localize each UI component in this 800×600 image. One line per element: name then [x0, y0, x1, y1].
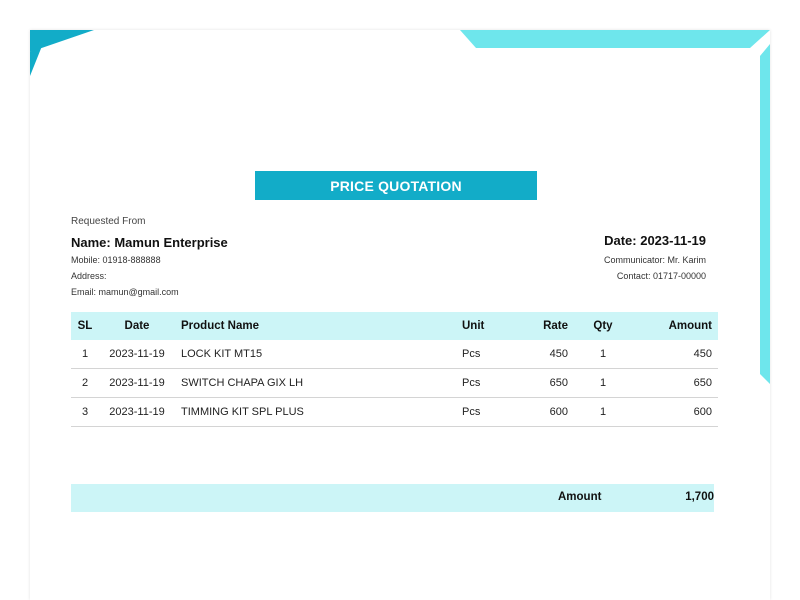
cell-unit: Pcs [456, 397, 516, 427]
quotation-date: Date: 2023-11-19 [604, 233, 706, 248]
cell-amount: 600 [632, 397, 718, 427]
customer-address: Address: [71, 271, 107, 281]
cell-product-name: SWITCH CHAPA GIX LH [175, 368, 456, 398]
cell-product-name: TIMMING KIT SPL PLUS [175, 397, 456, 427]
cell-rate: 650 [516, 368, 574, 398]
customer-email: Email: mamun@gmail.com [71, 287, 179, 297]
cell-unit: Pcs [456, 340, 516, 369]
top-left-corner-decoration [30, 30, 94, 76]
items-table: SL Date Product Name Unit Rate Qty Amoun… [71, 312, 718, 427]
cell-qty: 1 [574, 340, 632, 369]
cell-qty: 1 [574, 397, 632, 427]
header-sl: SL [71, 312, 99, 340]
cell-date: 2023-11-19 [99, 340, 175, 369]
top-right-banner-decoration [460, 30, 770, 48]
cell-product-name: LOCK KIT MT15 [175, 340, 456, 369]
header-date: Date [99, 312, 175, 340]
table-row: 2 2023-11-19 SWITCH CHAPA GIX LH Pcs 650… [71, 368, 718, 398]
cell-rate: 450 [516, 340, 574, 369]
cell-sl: 2 [71, 368, 99, 398]
requested-from-label: Requested From [71, 216, 146, 227]
cell-amount: 450 [632, 340, 718, 369]
total-row: Amount 1,700 [71, 484, 714, 512]
table-row: 3 2023-11-19 TIMMING KIT SPL PLUS Pcs 60… [71, 397, 718, 427]
header-unit: Unit [456, 312, 516, 340]
table-header-row: SL Date Product Name Unit Rate Qty Amoun… [71, 312, 718, 340]
contact: Contact: 01717-00000 [616, 271, 706, 281]
customer-name: Name: Mamun Enterprise [71, 235, 228, 250]
quotation-title: PRICE QUOTATION [255, 171, 537, 200]
header-amount: Amount [632, 312, 718, 340]
total-label: Amount [558, 491, 602, 503]
cell-sl: 3 [71, 397, 99, 427]
cell-sl: 1 [71, 340, 99, 369]
right-edge-decoration [760, 44, 770, 384]
cell-date: 2023-11-19 [99, 397, 175, 427]
customer-mobile: Mobile: 01918-888888 [71, 255, 161, 265]
header-qty: Qty [574, 312, 632, 340]
header-product-name: Product Name [175, 312, 456, 340]
table-row: 1 2023-11-19 LOCK KIT MT15 Pcs 450 1 450 [71, 340, 718, 369]
total-value: 1,700 [685, 491, 714, 503]
communicator: Communicator: Mr. Karim [603, 255, 706, 265]
cell-rate: 600 [516, 397, 574, 427]
cell-unit: Pcs [456, 368, 516, 398]
cell-qty: 1 [574, 368, 632, 398]
quotation-page: PRICE QUOTATION Requested From Name: Mam… [30, 30, 770, 600]
cell-date: 2023-11-19 [99, 368, 175, 398]
header-rate: Rate [516, 312, 574, 340]
cell-amount: 650 [632, 368, 718, 398]
